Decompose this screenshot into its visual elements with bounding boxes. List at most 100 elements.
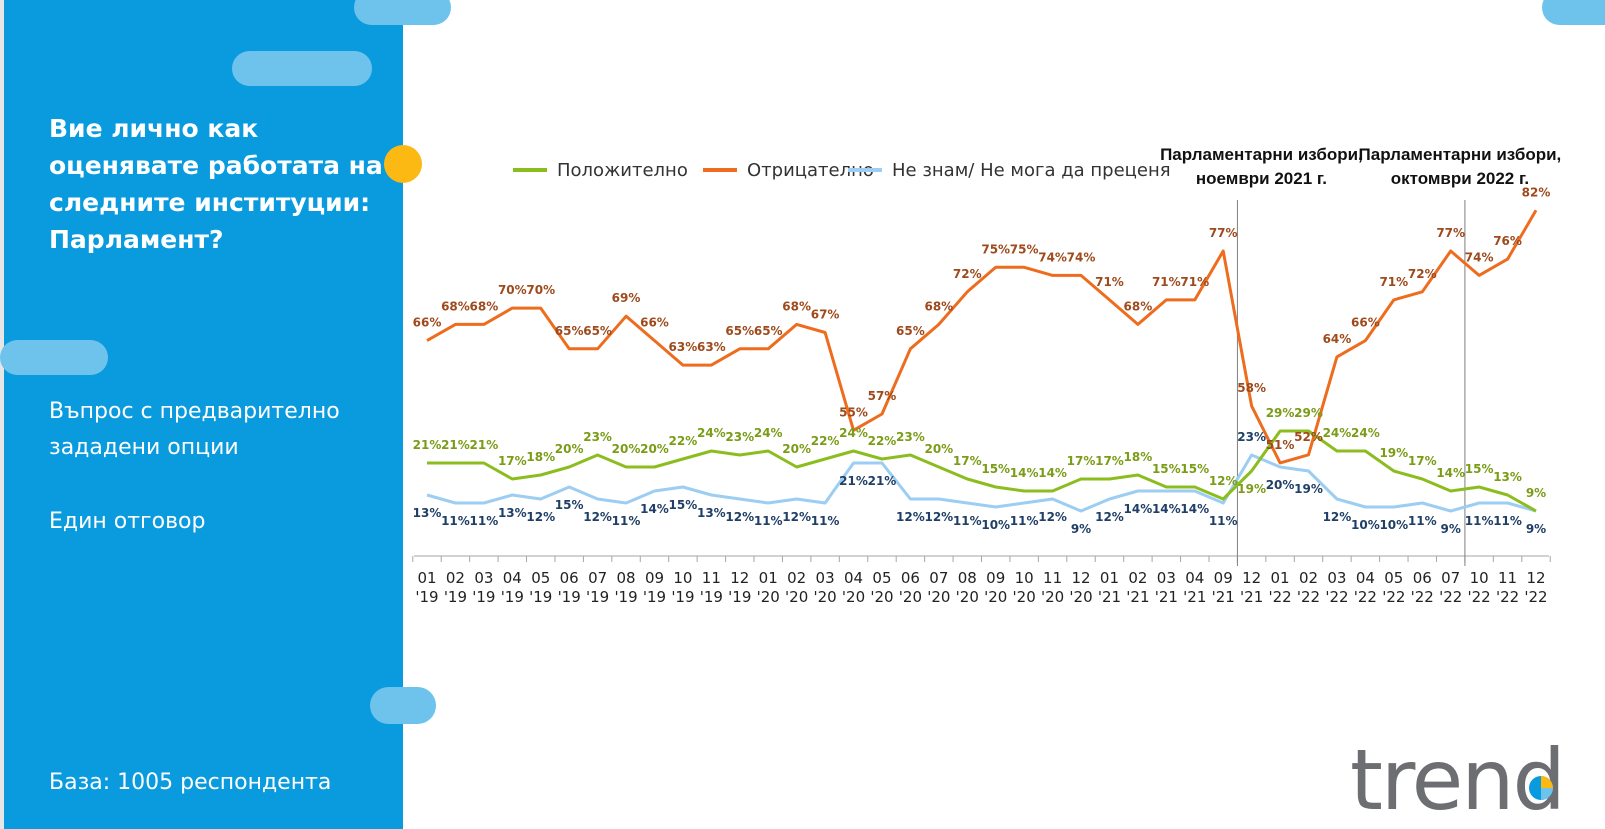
x-tick-label: 01'20 <box>757 569 780 606</box>
negative-data-label: 70% <box>498 283 527 297</box>
positive-data-label: 29% <box>1266 406 1295 420</box>
x-tick-label: 11'22 <box>1496 569 1519 606</box>
positive-data-label: 12% <box>1209 474 1238 488</box>
dontknow-data-label: 10% <box>981 518 1010 532</box>
dontknow-data-label: 23% <box>1237 430 1266 444</box>
x-tick-label: 03'22 <box>1325 569 1348 606</box>
negative-data-label: 71% <box>1152 275 1181 289</box>
positive-data-label: 18% <box>1124 450 1153 464</box>
x-tick-label: 03'21 <box>1155 569 1178 606</box>
x-tick-label: 12'21 <box>1240 569 1263 606</box>
x-tick-label: 07'19 <box>586 569 609 606</box>
negative-data-label: 66% <box>640 316 669 330</box>
x-tick-label: 04'20 <box>842 569 865 606</box>
negative-data-label: 66% <box>413 316 442 330</box>
negative-data-label: 68% <box>782 299 811 313</box>
dontknow-data-label: 13% <box>697 506 726 520</box>
dontknow-data-label: 10% <box>1379 518 1408 532</box>
series-line-Отрицателно <box>426 209 1538 465</box>
x-tick-label: 08'20 <box>956 569 979 606</box>
positive-data-label: 15% <box>1152 462 1181 476</box>
negative-data-label: 65% <box>754 324 783 338</box>
negative-data-label: 74% <box>1038 250 1067 264</box>
decor-pill-right <box>1542 0 1605 25</box>
positive-data-label: 24% <box>697 426 726 440</box>
dontknow-data-label: 13% <box>413 506 442 520</box>
positive-data-label: 23% <box>896 430 925 444</box>
positive-data-label: 22% <box>811 434 840 448</box>
positive-data-label: 19% <box>1237 482 1266 496</box>
dontknow-data-label: 14% <box>640 502 669 516</box>
legend-entry-2: Отрицателно <box>747 160 874 181</box>
positive-data-label: 15% <box>1180 462 1209 476</box>
dontknow-data-label: 12% <box>896 510 925 524</box>
positive-data-label: 17% <box>498 454 527 468</box>
dontknow-data-label: 13% <box>498 506 527 520</box>
x-tick-label: 09'21 <box>1212 569 1235 606</box>
negative-data-label: 77% <box>1436 226 1465 240</box>
legend-entry-1: Положително <box>557 160 688 181</box>
negative-data-label: 51% <box>1266 438 1295 452</box>
dontknow-data-label: 10% <box>1351 518 1380 532</box>
x-tick-label: 03'19 <box>472 569 495 606</box>
negative-data-label: 58% <box>1237 381 1266 395</box>
x-tick-label: 12'20 <box>1069 569 1092 606</box>
dontknow-data-label: 21% <box>839 474 868 488</box>
legend-entry-3: Не знам/ Не мога да преценя <box>892 160 1171 181</box>
negative-data-label: 72% <box>953 267 982 281</box>
negative-data-label: 57% <box>868 389 897 403</box>
positive-data-label: 14% <box>1436 466 1465 480</box>
x-tick-label: 02'22 <box>1297 569 1320 606</box>
negative-data-label: 65% <box>725 324 754 338</box>
positive-data-label: 19% <box>1379 446 1408 460</box>
election-annotation-label: Парламентарни избори, <box>1359 145 1562 164</box>
positive-data-label: 20% <box>782 442 811 456</box>
positive-data-label: 15% <box>1465 462 1494 476</box>
decor-pill-upper <box>232 51 372 86</box>
positive-data-label: 20% <box>555 442 584 456</box>
dontknow-data-label: 20% <box>1266 478 1295 492</box>
dontknow-data-label: 15% <box>555 498 584 512</box>
question-title: Вие лично как оценявате работата на след… <box>49 114 383 254</box>
positive-data-label: 17% <box>1067 454 1096 468</box>
positive-data-label: 15% <box>981 462 1010 476</box>
negative-data-label: 68% <box>924 299 953 313</box>
dontknow-data-label: 11% <box>1408 514 1437 528</box>
dontknow-data-label: 9% <box>1526 522 1546 536</box>
x-tick-label: 05'19 <box>529 569 552 606</box>
negative-data-label: 68% <box>441 299 470 313</box>
panel-edge <box>0 0 4 829</box>
negative-data-label: 77% <box>1209 226 1238 240</box>
x-tick-label: 06'19 <box>558 569 581 606</box>
x-tick-label: 04'21 <box>1183 569 1206 606</box>
negative-data-label: 67% <box>811 308 840 322</box>
x-tick-label: 02'20 <box>785 569 808 606</box>
x-tick-label: 09'19 <box>643 569 666 606</box>
dontknow-data-label: 12% <box>1323 510 1352 524</box>
positive-data-label: 21% <box>470 438 499 452</box>
negative-data-label: 74% <box>1067 250 1096 264</box>
x-tick-label: 02'21 <box>1126 569 1149 606</box>
dontknow-data-label: 11% <box>953 514 982 528</box>
x-tick-label: 01'21 <box>1098 569 1121 606</box>
x-tick-label: 02'19 <box>444 569 467 606</box>
dontknow-data-label: 11% <box>1209 514 1238 528</box>
series-line-Не знам/ Не мога да преценя <box>426 453 1537 513</box>
negative-data-label: 66% <box>1351 316 1380 330</box>
positive-data-label: 17% <box>1095 454 1124 468</box>
positive-data-label: 24% <box>1323 426 1352 440</box>
negative-data-label: 74% <box>1465 250 1494 264</box>
negative-data-label: 65% <box>583 324 612 338</box>
trend-logo: trend <box>1350 731 1566 829</box>
election-annotation-label: ноември 2021 г. <box>1196 169 1327 188</box>
x-tick-label: 04'19 <box>501 569 524 606</box>
negative-data-label: 72% <box>1408 267 1437 281</box>
x-tick-label: 05'22 <box>1382 569 1405 606</box>
negative-data-label: 68% <box>1124 299 1153 313</box>
positive-data-label: 17% <box>1408 454 1437 468</box>
negative-data-label: 75% <box>981 242 1010 256</box>
negative-data-label: 52% <box>1294 430 1323 444</box>
positive-data-label: 22% <box>868 434 897 448</box>
x-tick-label: 03'20 <box>813 569 836 606</box>
dontknow-data-label: 14% <box>1124 502 1153 516</box>
